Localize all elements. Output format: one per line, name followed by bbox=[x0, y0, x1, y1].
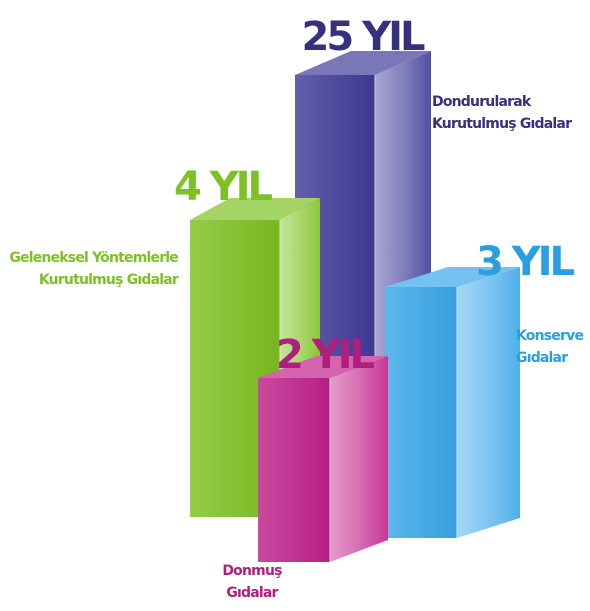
bar-top-face bbox=[385, 267, 520, 287]
bar-front-face bbox=[385, 287, 457, 538]
category-label-line: Kurutulmuş Gıdalar bbox=[432, 116, 572, 132]
category-label-4: Konserve Gıdalar bbox=[516, 328, 583, 366]
category-label-line: Geleneksel Yöntemlerle bbox=[9, 250, 178, 266]
bar-top-face bbox=[190, 198, 320, 220]
category-label-line: Konserve bbox=[516, 328, 583, 344]
bar-4 bbox=[385, 267, 520, 538]
category-label-line: Donmuş bbox=[222, 563, 282, 579]
value-label-1: 4 YIL bbox=[174, 164, 273, 210]
bar-top-face bbox=[295, 51, 431, 75]
bar-front-face bbox=[258, 378, 330, 562]
value-label-4: 3 YIL bbox=[476, 239, 575, 285]
category-label-line: Kurutulmuş Gıdalar bbox=[39, 272, 179, 288]
value-label-3: 2 YIL bbox=[276, 332, 375, 378]
bar-side-face bbox=[330, 356, 388, 562]
value-label-2: 25 YIL bbox=[302, 14, 425, 60]
category-label-3: Donmuş Gıdalar bbox=[222, 563, 282, 601]
category-label-line: Gıdalar bbox=[226, 585, 278, 601]
bar-front-face bbox=[190, 220, 280, 517]
bar-side-face bbox=[457, 267, 520, 538]
category-label-line: Gıdalar bbox=[516, 350, 568, 366]
category-label-line: Dondurularak bbox=[432, 94, 532, 110]
bar-3 bbox=[258, 356, 388, 562]
bar-top-face bbox=[258, 356, 388, 378]
category-label-1: Geleneksel Yöntemlerle Kurutulmuş Gıdalar bbox=[9, 250, 179, 288]
category-label-2: Dondurularak Kurutulmuş Gıdalar bbox=[432, 94, 572, 132]
